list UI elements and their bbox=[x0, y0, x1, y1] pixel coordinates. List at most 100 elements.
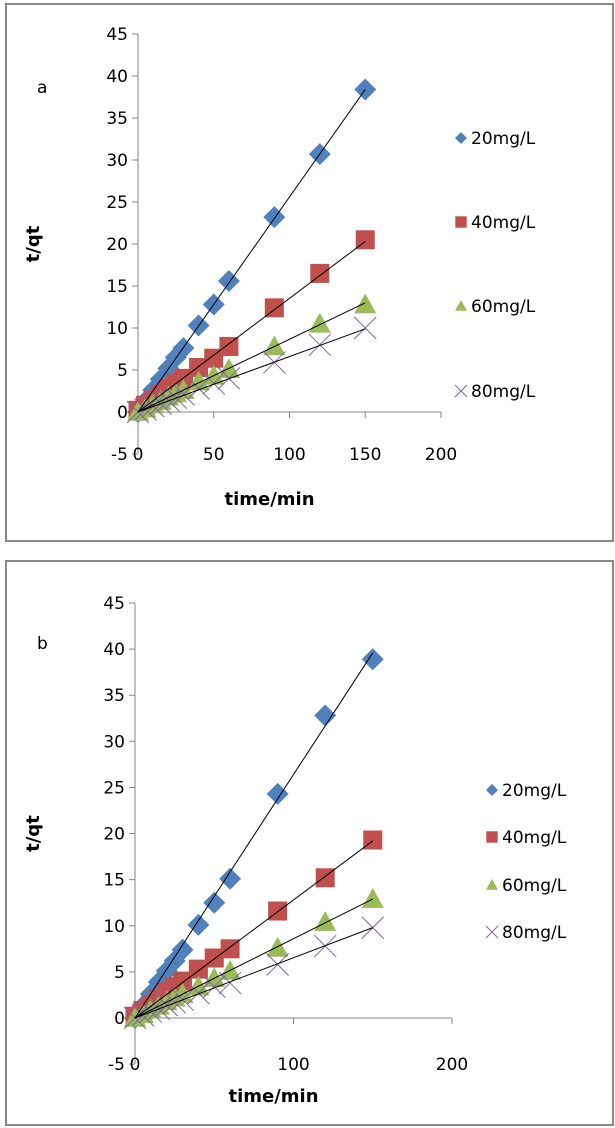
data-point bbox=[202, 364, 225, 385]
y-tick-label: 35 bbox=[106, 109, 128, 129]
x-axis-title: time/min bbox=[228, 1086, 318, 1107]
x-tick-label: 50 bbox=[203, 445, 225, 465]
y-tick-label: 45 bbox=[103, 594, 125, 614]
series-20mg-l bbox=[124, 648, 384, 1029]
data-point bbox=[217, 269, 240, 292]
y-axis-title: t/qt bbox=[23, 815, 44, 852]
chart-panel-a: -5 0 5 10 15 20 25 30 35 40 45 0 50 100 150 200 time/min… bbox=[5, 3, 614, 542]
x-tick-label: 200 bbox=[436, 1055, 468, 1075]
x-marker-stroke bbox=[485, 925, 499, 939]
x-tick-label: 150 bbox=[349, 445, 381, 465]
data-point bbox=[308, 333, 332, 357]
y-tick-label: 10 bbox=[106, 319, 128, 339]
y-tick-label: -5 bbox=[108, 1055, 125, 1075]
trendline bbox=[137, 89, 366, 413]
legend-label: 80mg/L bbox=[502, 923, 567, 943]
y-tick-label: 35 bbox=[103, 686, 125, 706]
x-marker-stroke bbox=[266, 953, 290, 976]
legend-label: 60mg/L bbox=[471, 297, 536, 317]
data-point bbox=[187, 913, 210, 936]
chart-panel-b: -5 0 5 10 15 20 25 30 35 40 45 0 100 200 time/min t/qt b… bbox=[5, 560, 614, 1126]
x-axis-title: time/min bbox=[224, 489, 314, 510]
data-point bbox=[202, 975, 226, 998]
y-tick-label: 30 bbox=[103, 732, 125, 752]
y-tick-label: 5 bbox=[117, 361, 128, 381]
data-point bbox=[204, 348, 224, 368]
data-point bbox=[263, 335, 286, 356]
legend-item: 40mg/L bbox=[486, 828, 567, 848]
y-tick-label: 10 bbox=[103, 917, 125, 937]
data-point bbox=[187, 377, 210, 400]
legend-marker-icon bbox=[455, 300, 467, 311]
legend-item: 40mg/L bbox=[455, 213, 536, 233]
y-tick-label: 30 bbox=[106, 151, 128, 171]
legend-item: 60mg/L bbox=[486, 876, 567, 896]
legend-label: 80mg/L bbox=[471, 382, 536, 402]
data-point bbox=[156, 388, 180, 412]
legend-marker-icon bbox=[485, 925, 499, 939]
data-point bbox=[171, 938, 194, 961]
x-tick-label: 200 bbox=[425, 445, 457, 465]
legend-marker-icon bbox=[486, 831, 498, 843]
legend-label: 60mg/L bbox=[502, 876, 567, 896]
legend-marker-icon bbox=[486, 784, 498, 796]
x-marker-stroke bbox=[308, 333, 332, 357]
x-marker-stroke bbox=[218, 971, 242, 995]
x-marker-stroke bbox=[361, 916, 385, 939]
data-point bbox=[172, 379, 195, 399]
data-point bbox=[263, 206, 286, 229]
data-point bbox=[266, 953, 290, 976]
x-marker-stroke bbox=[202, 372, 226, 395]
data-point bbox=[361, 916, 385, 939]
y-tick-label: 25 bbox=[106, 193, 128, 213]
data-point bbox=[187, 981, 210, 1005]
trendline bbox=[134, 927, 373, 1019]
x-tick-label: 100 bbox=[273, 445, 305, 465]
legend-label: 40mg/L bbox=[502, 828, 567, 848]
legend-marker-icon bbox=[455, 216, 467, 228]
x-tick-label: 0 bbox=[130, 1055, 141, 1075]
data-point bbox=[187, 975, 210, 996]
y-tick-label: 45 bbox=[106, 25, 128, 45]
y-tick-label: 15 bbox=[106, 277, 128, 297]
data-point bbox=[310, 263, 330, 283]
data-point bbox=[268, 901, 288, 921]
x-tick-label: 100 bbox=[277, 1055, 309, 1075]
y-tick-label: 15 bbox=[103, 871, 125, 891]
data-point bbox=[155, 993, 179, 1017]
data-point bbox=[361, 888, 384, 908]
trendline bbox=[137, 328, 366, 413]
y-tick-label: -5 bbox=[111, 445, 128, 465]
legend-item: 80mg/L bbox=[485, 923, 567, 943]
y-tick-label: 40 bbox=[106, 67, 128, 87]
data-point bbox=[308, 312, 331, 333]
trendline bbox=[137, 302, 366, 413]
trendline bbox=[134, 652, 374, 1019]
y-tick-label: 0 bbox=[114, 1009, 125, 1029]
trendline bbox=[134, 840, 374, 1019]
legend-item: 20mg/L bbox=[455, 129, 536, 149]
legend-label: 20mg/L bbox=[471, 129, 536, 149]
x-marker-stroke bbox=[454, 384, 468, 398]
data-point bbox=[314, 911, 337, 931]
y-tick-label: 25 bbox=[103, 778, 125, 798]
data-point bbox=[219, 336, 239, 356]
legend-item: 80mg/L bbox=[454, 382, 536, 402]
legend-label: 40mg/L bbox=[471, 213, 536, 233]
trendline bbox=[134, 898, 373, 1019]
y-tick-label: 20 bbox=[106, 235, 128, 255]
x-tick-label: 0 bbox=[133, 445, 144, 465]
data-point bbox=[353, 316, 377, 340]
legend-label: 20mg/L bbox=[502, 781, 567, 801]
data-point bbox=[218, 971, 242, 995]
x-marker-stroke bbox=[187, 981, 210, 1005]
legend-item: 60mg/L bbox=[455, 297, 536, 317]
data-point bbox=[363, 830, 383, 850]
y-tick-label: 5 bbox=[114, 963, 125, 983]
legend-marker-icon bbox=[486, 879, 498, 890]
data-point bbox=[266, 782, 289, 805]
data-point bbox=[354, 293, 377, 314]
data-point bbox=[361, 648, 384, 671]
